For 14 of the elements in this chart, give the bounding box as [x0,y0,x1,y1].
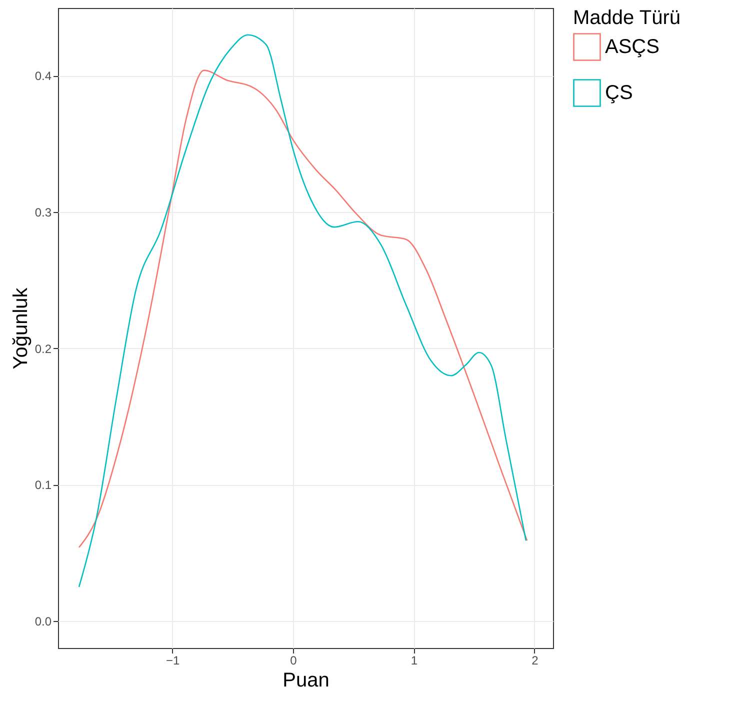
y-tick-label: 0.3 [34,206,52,220]
x-tick-label: 1 [410,654,418,668]
x-tick-label: 0 [290,654,298,668]
y-tick-label: 0.2 [34,342,52,356]
y-tick-label: 0.0 [34,614,52,629]
x-tick-label: −1 [166,654,180,668]
x-tick-label: 2 [532,654,539,668]
x-axis-title: Puan [282,670,330,692]
legend-label: ASÇS [605,36,660,58]
legend-title: Madde Türü [573,7,680,29]
y-tick-label: 0.1 [34,478,52,492]
y-axis-title: Yoğunluk [10,286,32,370]
legend-label: ÇS [605,82,633,104]
y-tick-label: 0.4 [34,69,52,84]
